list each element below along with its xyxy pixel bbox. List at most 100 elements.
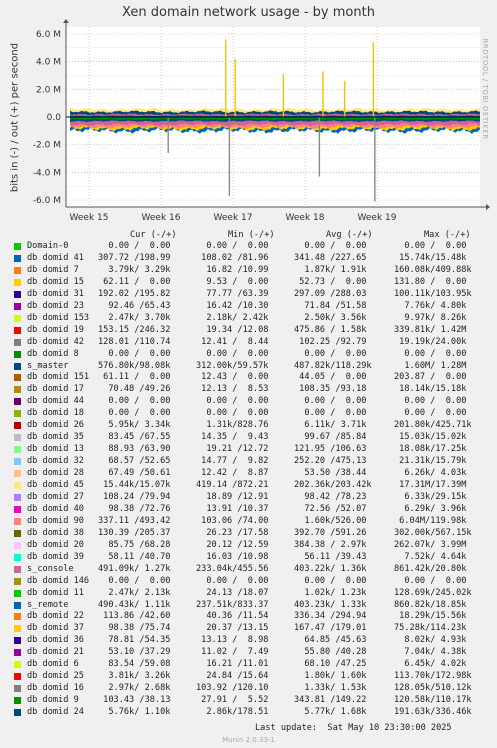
legend-min: 1.31k/828.76 <box>196 420 269 431</box>
legend-series-name: db domid 27 <box>27 491 84 502</box>
chart-title: Xen domain network usage - by month <box>122 5 375 20</box>
legend-avg: 0.00 / 0.00 <box>294 575 367 586</box>
legend-row: db domid 11 2.47k/ 2.13k 24.13 /18.07 1.… <box>0 588 497 599</box>
legend-row: Domain-0 0.00 / 0.00 0.00 / 0.00 0.00 / … <box>0 241 497 252</box>
legend-swatch <box>14 541 21 549</box>
legend-avg: 44.05 / 0.00 <box>294 372 367 383</box>
legend-series-name: db domid 44 <box>27 396 84 407</box>
legend-avg: 1.87k/ 1.91k <box>294 264 367 275</box>
legend-cur: 113.86 /42.60 <box>98 611 171 622</box>
legend-row: db domid 15 62.11 / 0.00 9.53 / 0.00 52.… <box>0 277 497 288</box>
legend-row: db domid 7 3.79k/ 3.29k 16.82 /10.99 1.8… <box>0 265 497 276</box>
legend-min: 16.03 /10.98 <box>196 551 269 562</box>
legend-cur: 68.57 /52.65 <box>98 456 171 467</box>
col-max-header: Max (-/+) <box>424 230 471 240</box>
legend-row: db domid 39 58.11 /40.70 16.03 /10.98 56… <box>0 552 497 563</box>
legend-max: 1.60M/ 1.28M <box>394 360 467 371</box>
legend-avg: 0.00 / 0.00 <box>294 348 367 359</box>
legend-row: db domid 38 130.39 /205.37 26.23 /17.58 39… <box>0 528 497 539</box>
legend-series-name: db domid 19 <box>27 324 84 335</box>
legend-avg: 487.82k/118.29k <box>294 360 372 371</box>
legend-max: 128.05k/510.12k <box>394 683 472 694</box>
y-tick-label: -4.0 M <box>33 168 61 178</box>
legend-swatch <box>14 529 21 537</box>
legend-min: 14.35 / 9.43 <box>196 432 269 443</box>
legend-cur: 337.11 /493.42 <box>98 515 171 526</box>
legend-cur: 103.43 /38.13 <box>98 695 171 706</box>
legend-avg: 68.10 /47.25 <box>294 659 367 670</box>
legend-cur: 490.43k/ 1.11k <box>98 599 171 610</box>
legend-swatch <box>14 374 21 382</box>
legend-avg: 102.25 /92.79 <box>294 336 367 347</box>
legend-min: 103.92 /120.10 <box>196 683 269 694</box>
legend-row: db domid 40 98.38 /72.76 13.91 /10.37 72… <box>0 504 497 515</box>
legend-min: 16.42 /10.30 <box>196 300 269 311</box>
legend-series-name: db domid 28 <box>27 468 84 479</box>
legend-max: 120.58k/110.17k <box>394 695 472 706</box>
legend-max: 160.08k/409.88k <box>394 264 472 275</box>
legend-swatch <box>14 589 21 597</box>
legend-min: 237.51k/833.37 <box>196 599 269 610</box>
network-usage-chart: 6.0 M 4.0 M 2.0 M 0.0 -2.0 M -4.0 M -6.0 M Wee… <box>33 19 490 223</box>
legend-cur: 0.00 / 0.00 <box>98 241 171 251</box>
legend-cur: 83.45 /67.55 <box>98 432 171 443</box>
legend-max: 15.03k/15.02k <box>394 432 467 443</box>
legend-row: db domid 9 103.43 /38.13 27.91 / 5.52 343… <box>0 695 497 706</box>
legend-max: 191.63k/336.46k <box>394 707 472 718</box>
legend-cur: 128.01 /110.74 <box>98 336 171 347</box>
legend-min: 0.00 / 0.00 <box>196 408 269 419</box>
legend-avg: 5.77k/ 1.68k <box>294 707 367 718</box>
legend-avg: 252.20 /475.13 <box>294 456 367 467</box>
legend-max: 9.97k/ 8.26k <box>394 312 467 323</box>
legend-avg: 55.80 /40.28 <box>294 647 367 658</box>
legend-series-name: db domid 36 <box>27 635 84 646</box>
legend-min: 0.00 / 0.00 <box>196 575 269 586</box>
legend-avg: 0.00 / 0.00 <box>294 396 367 407</box>
legend-cur: 62.11 / 0.00 <box>98 276 171 287</box>
legend-series-name: db domid 17 <box>27 384 84 395</box>
legend-avg: 297.09 /288.03 <box>294 288 367 299</box>
legend-row: db domid 32 68.57 /52.65 14.77 / 9.82 252… <box>0 456 497 467</box>
legend-min: 0.00 / 0.00 <box>196 396 269 407</box>
legend-row: db domid 6 83.54 /59.08 16.21 /11.01 68.… <box>0 659 497 670</box>
legend-min: 2.86k/178.51 <box>196 707 269 718</box>
legend-row: db domid 28 67.49 /50.61 12.42 / 8.87 53… <box>0 468 497 479</box>
legend-swatch <box>14 517 21 525</box>
legend-row: db domid 27 108.24 /79.94 18.89 /12.91 9… <box>0 492 497 503</box>
legend-avg: 1.80k/ 1.60k <box>294 671 367 682</box>
legend-series-name: db domid 7 <box>27 264 79 275</box>
y-tick-label: -2.0 M <box>33 141 61 151</box>
legend-avg: 343.81 /149.22 <box>294 695 367 706</box>
legend-max: 18.14k/15.18k <box>394 384 467 395</box>
legend-avg: 52.73 / 0.00 <box>294 276 367 287</box>
legend-min: 312.00k/59.57k <box>196 360 269 371</box>
legend-min: 11.02 / 7.49 <box>196 647 269 658</box>
munin-version: Munin 2.0.33-1 <box>222 736 275 744</box>
legend-cur: 0.00 / 0.00 <box>98 396 171 407</box>
legend-series-name: db domid 9 <box>27 695 79 706</box>
legend-swatch <box>14 398 21 406</box>
legend-min: 9.53 / 0.00 <box>196 276 269 287</box>
legend-swatch <box>14 649 21 657</box>
legend-max: 131.80 / 0.00 <box>394 276 467 287</box>
legend-row: db domid 21 53.10 /37.29 11.02 / 7.49 55… <box>0 647 497 658</box>
legend-row: s_master 576.80k/98.08k 312.00k/59.57k 487.… <box>0 361 497 372</box>
legend-row: db domid 13 88.93 /63.90 19.21 /12.72 121… <box>0 444 497 455</box>
legend-row: db domid 31 192.02 /195.82 77.77 /63.39 29… <box>0 289 497 300</box>
legend-row: db domid 41 307.72 /198.99 108.02 /81.96 3… <box>0 253 497 264</box>
legend-min: 2.18k/ 2.42k <box>196 312 269 323</box>
legend-max: 19.19k/24.00k <box>394 336 467 347</box>
legend-row: db domid 18 0.00 / 0.00 0.00 / 0.00 0.00… <box>0 408 497 419</box>
legend-cur: 3.79k/ 3.29k <box>98 264 171 275</box>
legend-swatch <box>14 278 21 286</box>
legend-row: db domid 45 15.44k/15.07k 419.14 /872.21 2… <box>0 480 497 491</box>
legend-min: 24.84 /15.64 <box>196 671 269 682</box>
legend-cur: 58.11 /40.70 <box>98 551 171 562</box>
legend-series-name: db domid 11 <box>27 587 84 598</box>
legend-series-name: db domid 146 <box>27 575 90 586</box>
legend-series-name: db domid 31 <box>27 288 84 299</box>
legend-max: 860.82k/18.85k <box>394 599 467 610</box>
legend-avg: 99.67 /85.84 <box>294 432 367 443</box>
legend-row: s_remote 490.43k/ 1.11k 237.51k/833.37 403.… <box>0 600 497 611</box>
